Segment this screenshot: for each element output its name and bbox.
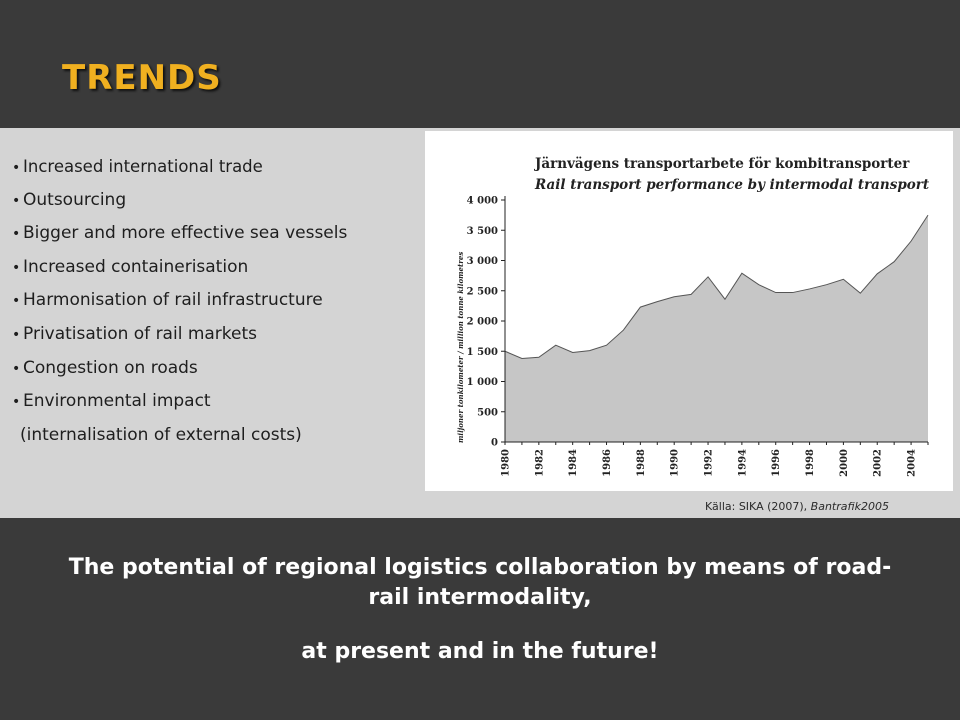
bullet-dot-icon: •	[12, 326, 21, 343]
bullet-item: • Increased containerisation	[12, 251, 412, 285]
x-tick-label: 1998	[805, 449, 816, 477]
x-tick-label: 2004	[907, 449, 918, 477]
x-tick-label: 1988	[636, 449, 647, 477]
source-prefix: Källa: SIKA (2007),	[705, 500, 811, 513]
x-tick-label: 1980	[501, 449, 512, 477]
x-tick-label: 1986	[602, 449, 613, 477]
x-tick-label: 1984	[568, 449, 579, 477]
bullet-continuation: (internalisation of external costs)	[20, 424, 302, 445]
bullet-item: • Bigger and more effective sea vessels	[12, 217, 412, 251]
x-tick-label: 1990	[670, 449, 681, 477]
bullet-dot-icon: •	[12, 192, 21, 209]
chart-subtitle: Rail transport performance by intermodal…	[534, 177, 930, 193]
bullet-dot-icon: •	[12, 394, 21, 411]
bullet-item: • Privatisation of rail markets	[12, 318, 412, 352]
subtitle-line: The potential of regional logistics coll…	[68, 555, 892, 580]
x-tick-label: 2000	[839, 449, 850, 477]
y-tick-label: 1 000	[467, 377, 498, 388]
subtitle-line: at present and in the future!	[301, 639, 659, 664]
series-line	[504, 214, 929, 360]
bullet-item: • Environmental impact	[12, 385, 412, 419]
source-publication: Bantrafik2005	[810, 500, 889, 513]
chart-panel: Järnvägens transportarbete för kombitran…	[425, 131, 953, 491]
slide-title: TRENDS	[62, 58, 222, 98]
y-tick-label: 4 000	[467, 196, 498, 207]
bullet-text: Congestion on roads	[23, 357, 198, 378]
bullet-item: • Harmonisation of rail infrastructure	[12, 284, 412, 318]
bullet-item: • Congestion on roads	[12, 352, 412, 386]
slide-subtitle: The potential of regional logistics coll…	[20, 553, 940, 667]
bullet-text: Harmonisation of rail infrastructure	[23, 290, 323, 311]
y-axis-label: miljoner tonkilometer / million tonne ki…	[456, 252, 465, 443]
area-chart: Järnvägens transportarbete för kombitran…	[456, 156, 930, 477]
bullet-item: • Increased international trade	[12, 150, 412, 184]
bullet-dot-icon: •	[12, 226, 21, 243]
y-tick-label: 2 000	[467, 317, 498, 328]
source-note: Källa: SIKA (2007), Bantrafik2005	[705, 500, 889, 513]
x-tick-label: 1982	[534, 449, 545, 477]
y-tick-label: 0	[491, 438, 498, 449]
subtitle-line: rail intermodality,	[368, 585, 592, 610]
y-tick-label: 2 500	[467, 286, 498, 297]
y-tick-label: 3 000	[467, 256, 498, 267]
y-tick-label: 1 500	[467, 347, 498, 358]
trend-bullet-list: • Increased international trade • Outsourc…	[12, 150, 412, 452]
bullet-item: • Outsourcing	[12, 184, 412, 218]
bullet-text: Outsourcing	[23, 189, 127, 210]
bullet-dot-icon: •	[12, 160, 21, 176]
bullet-text: Environmental impact	[23, 391, 211, 412]
bullet-dot-icon: •	[12, 259, 21, 276]
x-tick-label: 1994	[737, 449, 748, 477]
y-tick-label: 500	[477, 407, 498, 418]
chart-title: Järnvägens transportarbete för kombitran…	[534, 156, 910, 172]
bullet-text: Bigger and more effective sea vessels	[23, 223, 348, 244]
x-tick-label: 1992	[704, 449, 715, 477]
chart-marks: 0 500 1 000 1 500 2 000 2 500 3 000 3 500 4 000 1…	[467, 196, 929, 477]
bullet-text: Increased containerisation	[23, 256, 249, 277]
y-tick-label: 3 500	[467, 226, 498, 237]
area-series	[505, 215, 928, 442]
bullet-dot-icon: •	[12, 293, 21, 310]
bullet-text: Privatisation of rail markets	[23, 323, 258, 344]
x-tick-label: 2002	[873, 449, 884, 477]
bullet-dot-icon: •	[12, 360, 21, 377]
bullet-text: Increased international trade	[23, 157, 263, 176]
x-tick-label: 1996	[771, 449, 782, 477]
